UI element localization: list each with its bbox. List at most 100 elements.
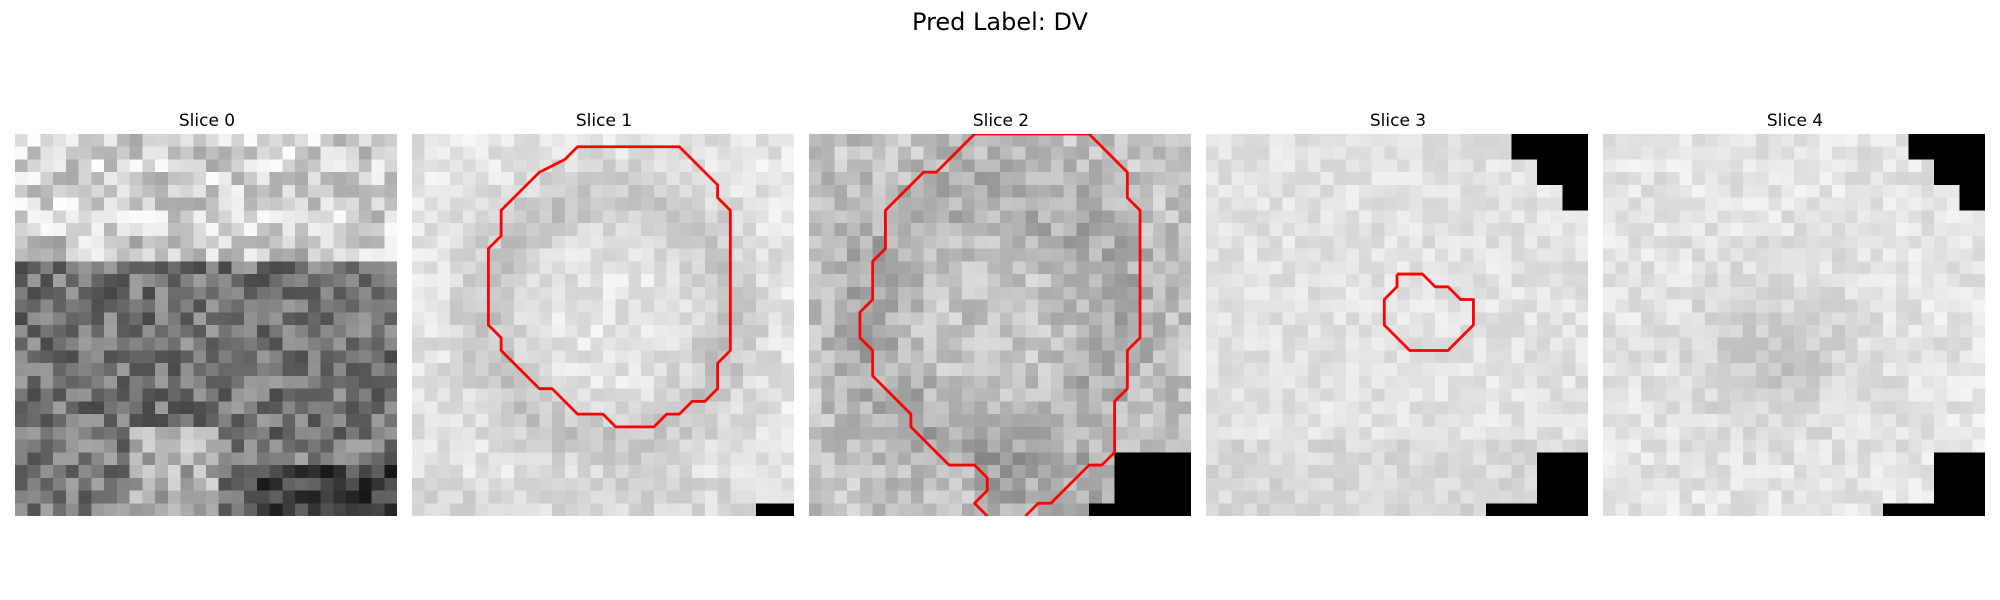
pixel [1819, 439, 1833, 453]
pixel [949, 159, 963, 173]
pixel [269, 197, 283, 211]
pixel [1524, 388, 1538, 402]
pixel [859, 477, 873, 491]
pixel [1000, 197, 1013, 211]
pixel [424, 477, 438, 491]
pixel [1653, 286, 1667, 300]
pixel [1384, 363, 1398, 377]
pixel [1921, 414, 1935, 428]
pixel [116, 210, 130, 224]
pixel [1921, 197, 1935, 211]
pixel [974, 210, 988, 224]
pixel [53, 274, 67, 288]
pixel [384, 223, 397, 237]
pixel [1755, 248, 1769, 262]
pixel [1781, 223, 1795, 237]
pixel [1000, 363, 1013, 377]
pixel [898, 414, 912, 428]
pixel [781, 134, 794, 147]
pixel [679, 184, 693, 198]
pixel [1498, 426, 1512, 440]
pixel [1307, 223, 1321, 237]
pixel [1946, 197, 1960, 211]
pixel [462, 465, 476, 479]
pixel [974, 426, 988, 440]
pixel [1908, 414, 1922, 428]
pixel [1358, 261, 1372, 275]
pixel [1883, 426, 1897, 440]
pixel [949, 401, 963, 415]
pixel [1666, 375, 1680, 389]
pixel [1384, 312, 1398, 326]
pixel [333, 299, 347, 313]
pixel [1269, 146, 1283, 160]
pixel [1000, 299, 1013, 313]
pixel [872, 172, 886, 186]
pixel [1603, 312, 1616, 326]
pixel [821, 184, 835, 198]
pixel [1358, 477, 1372, 491]
pixel [295, 248, 309, 262]
pixel [129, 184, 143, 198]
pixel [923, 210, 937, 224]
pixel [692, 286, 706, 300]
pixel [1269, 477, 1283, 491]
pixel [1511, 490, 1525, 504]
pixel [1946, 210, 1960, 224]
pixel [91, 503, 105, 516]
pixel [1549, 248, 1563, 262]
pixel [692, 388, 706, 402]
pixel [974, 146, 988, 160]
pixel [704, 235, 718, 249]
pixel [475, 274, 489, 288]
pixel [1447, 477, 1461, 491]
pixel [1794, 414, 1807, 428]
pixel [1895, 312, 1909, 326]
pixel [1244, 146, 1258, 160]
pixel [1717, 286, 1731, 300]
pixel [27, 439, 41, 453]
pixel [564, 325, 578, 338]
pixel [1371, 490, 1385, 504]
pixel [450, 274, 464, 288]
pixel [834, 465, 848, 479]
pixel [885, 439, 899, 453]
pixel [1435, 439, 1449, 453]
pixel [1562, 286, 1576, 300]
pixel [1653, 197, 1667, 211]
pixel [424, 350, 438, 364]
pixel [872, 401, 886, 415]
pixel [1921, 363, 1935, 377]
pixel [1076, 159, 1090, 173]
pixel [885, 414, 899, 428]
pixel [358, 350, 372, 364]
pixel [1358, 184, 1372, 198]
pixel [1101, 248, 1115, 262]
pixel [539, 325, 553, 338]
pixel [577, 197, 591, 211]
pixel [1473, 426, 1487, 440]
pixel [1692, 465, 1706, 479]
pixel [1333, 299, 1347, 313]
pixel [307, 503, 321, 516]
pixel [539, 261, 553, 275]
pixel [1076, 325, 1090, 338]
pixel [1178, 401, 1191, 415]
pixel [1422, 401, 1436, 415]
pixel [1076, 197, 1090, 211]
pixel [1806, 325, 1820, 338]
pixel [834, 375, 848, 389]
pixel [1460, 401, 1474, 415]
pixel [167, 452, 181, 466]
pixel [1972, 414, 1985, 428]
pixel [628, 146, 642, 160]
pixel [717, 375, 731, 389]
pixel [768, 184, 782, 198]
pixel [1653, 426, 1667, 440]
pixel [501, 426, 515, 440]
pixel [1895, 490, 1909, 504]
pixel [1050, 197, 1064, 211]
pixel [53, 184, 67, 198]
pixel [577, 210, 591, 224]
pixel [1371, 337, 1385, 351]
